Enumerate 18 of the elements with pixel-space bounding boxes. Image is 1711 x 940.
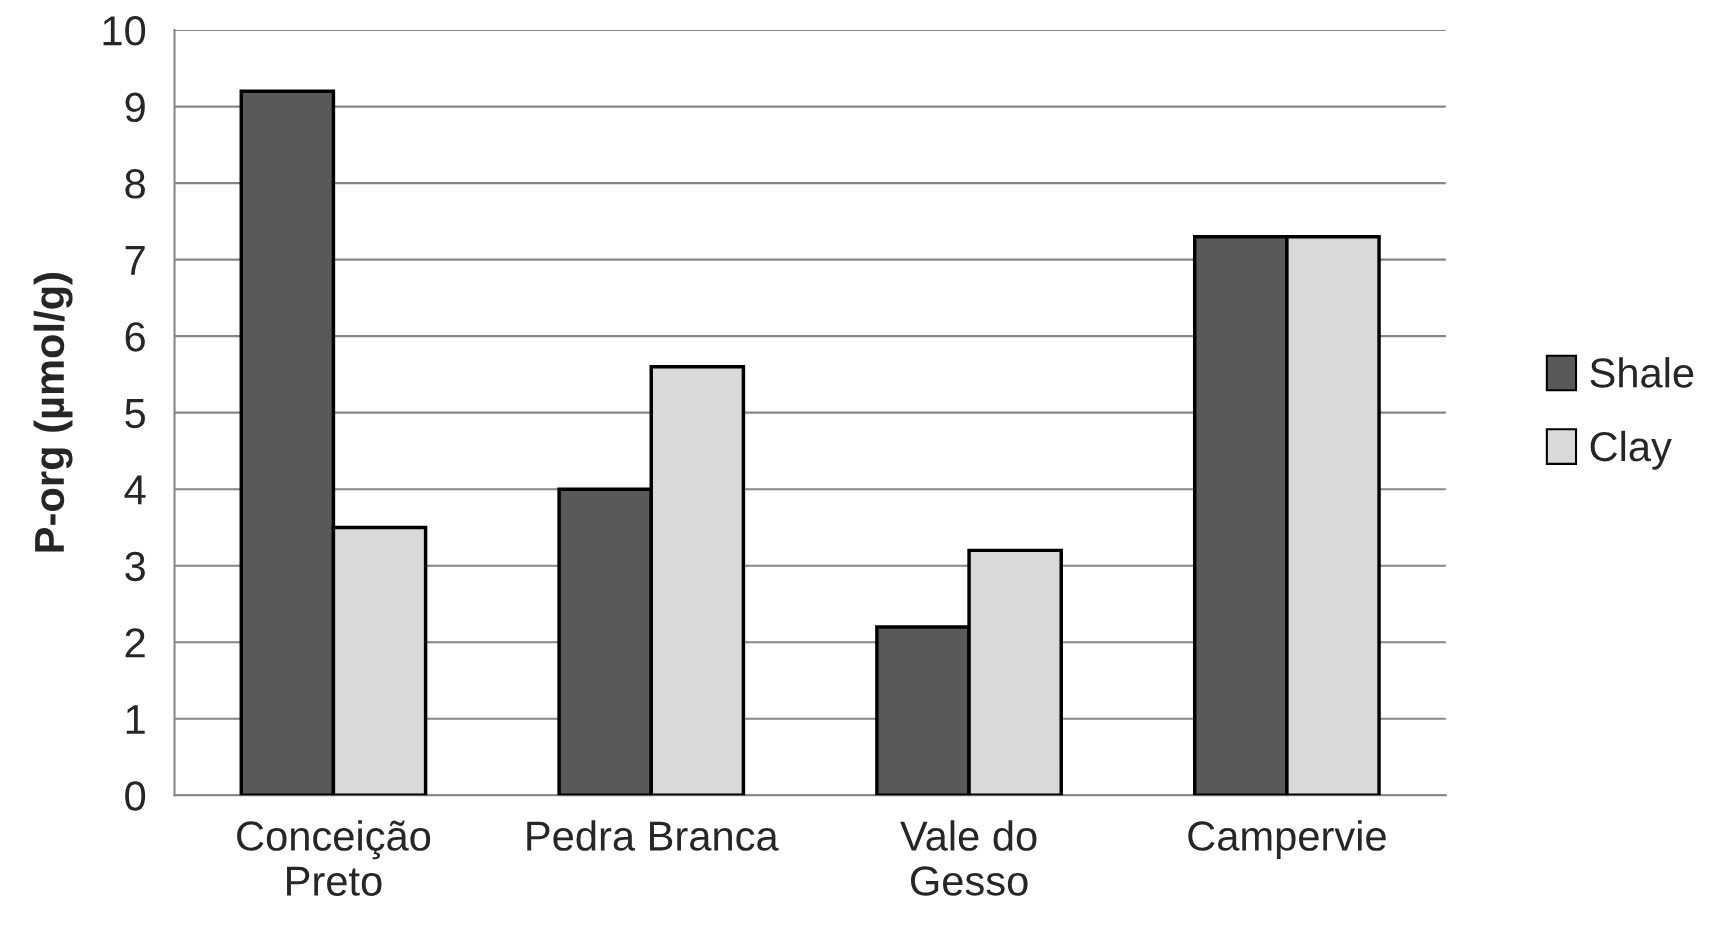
y-tick-label: 9	[125, 92, 145, 123]
legend-label: Clay	[1590, 430, 1672, 470]
y-tick-label: 1	[126, 705, 145, 734]
x-tick-label: Conceição Preto	[237, 820, 431, 896]
y-tick-label: 5	[125, 399, 145, 429]
y-tick-label: 10	[103, 16, 146, 46]
y-tick-label: 3	[125, 551, 145, 582]
legend-label: Shale	[1590, 357, 1694, 388]
y-tick-label: 4	[124, 475, 146, 505]
x-tick-label: Pedra Branca	[527, 820, 779, 851]
y-tick-label: 7	[125, 246, 145, 275]
x-tick-label: Vale do Gesso	[900, 820, 1037, 896]
y-tick-label: 0	[125, 781, 146, 811]
x-tick-label: Campervie	[1188, 820, 1386, 860]
y-tick-label: 6	[125, 322, 145, 352]
y-tick-label: 2	[125, 628, 145, 658]
y-axis-title: P-org (µmol/g)	[33, 273, 73, 552]
y-tick-label: 8	[125, 169, 145, 199]
